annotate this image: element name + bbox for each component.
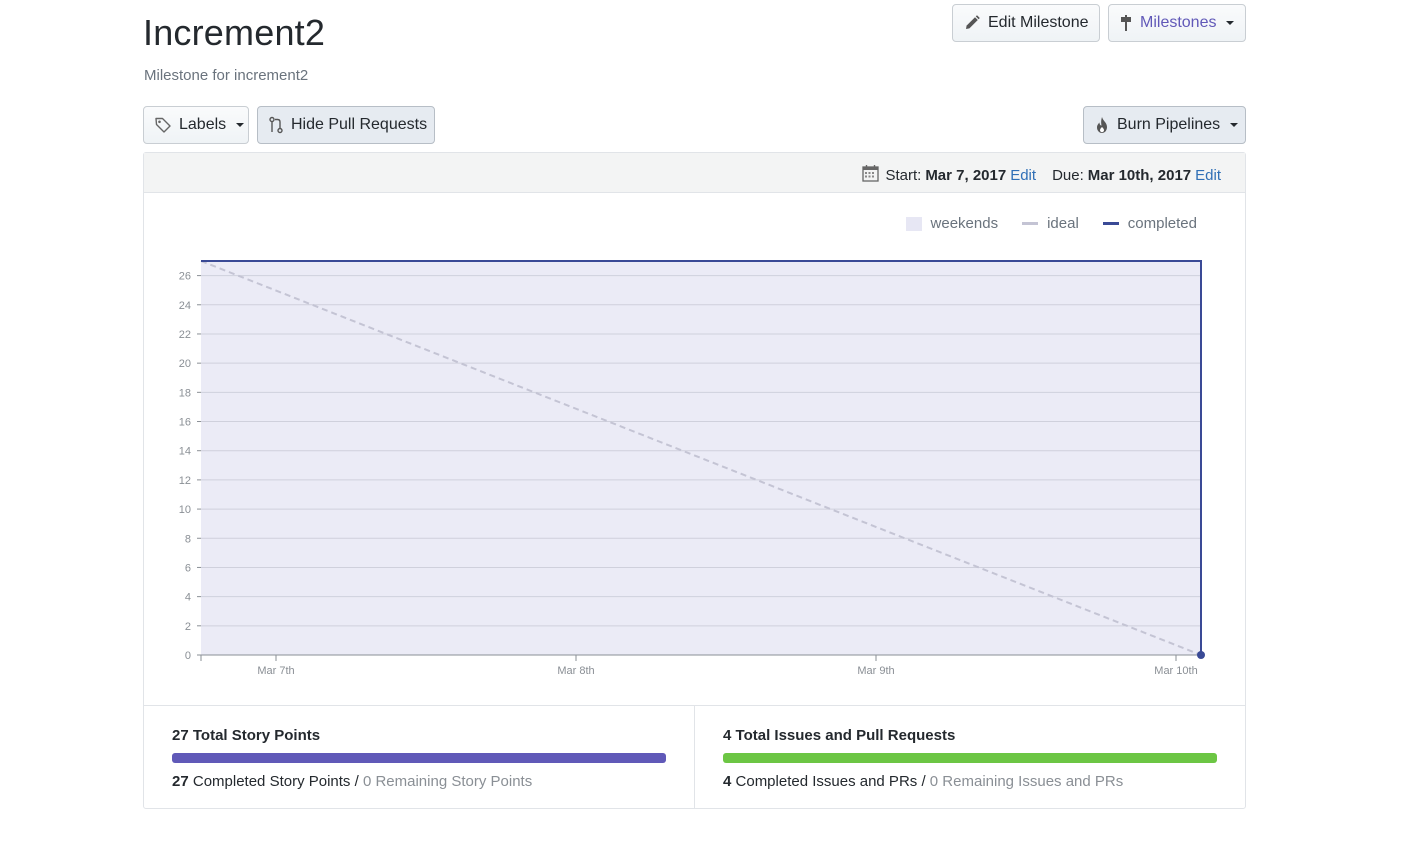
hide-pull-requests-button[interactable]: Hide Pull Requests	[257, 106, 435, 144]
y-tick-label: 6	[185, 562, 191, 574]
legend-label-weekends: weekends	[930, 215, 999, 232]
story-points-stat: 27 Total Story Points 27 Completed Story…	[144, 706, 694, 809]
signpost-icon	[1119, 14, 1133, 32]
issues-breakdown: 4 Completed Issues and PRs / 0 Remaining…	[723, 773, 1123, 790]
edit-milestone-button[interactable]: Edit Milestone	[952, 4, 1100, 42]
story-points-breakdown: 27 Completed Story Points / 0 Remaining …	[172, 773, 532, 790]
issues-completed-value: 4	[723, 773, 732, 790]
y-tick-label: 16	[179, 417, 191, 429]
edit-milestone-label: Edit Milestone	[988, 14, 1089, 31]
x-tick-label: Mar 10th	[1154, 665, 1197, 677]
milestone-description: Milestone for increment2	[144, 67, 309, 84]
pencil-icon	[963, 14, 981, 32]
hide-pull-requests-label: Hide Pull Requests	[291, 116, 428, 133]
issues-completed-label: Completed Issues and PRs	[735, 773, 918, 790]
y-tick-label: 26	[179, 271, 191, 283]
due-date-label: Due:	[1052, 166, 1084, 184]
issues-progress-bar	[723, 753, 1217, 763]
chevron-down-icon	[1226, 21, 1235, 25]
milestone-stats: 27 Total Story Points 27 Completed Story…	[144, 705, 1245, 809]
flame-icon	[1094, 116, 1110, 134]
ideal-series-line	[200, 260, 1202, 656]
legend-item-completed: completed	[1102, 215, 1197, 232]
burn-pipelines-label: Burn Pipelines	[1117, 116, 1221, 133]
y-tick-label: 8	[185, 533, 191, 545]
x-tick-label: Mar 9th	[857, 665, 894, 677]
issues-total-value: 4	[723, 727, 732, 744]
y-tick-label: 2	[185, 621, 191, 633]
tag-icon	[154, 116, 172, 134]
issues-total: 4 Total Issues and Pull Requests	[723, 727, 955, 744]
y-tick-label: 12	[179, 475, 191, 487]
x-tick-label: Mar 8th	[557, 665, 594, 677]
legend-item-weekends: weekends	[905, 215, 999, 232]
separator: /	[921, 773, 926, 790]
x-tick-label: Mar 7th	[257, 665, 294, 677]
edit-start-date-link[interactable]: Edit	[1010, 166, 1037, 184]
story-points-total: 27 Total Story Points	[172, 727, 320, 744]
y-tick-label: 22	[179, 329, 191, 341]
issues-stat: 4 Total Issues and Pull Requests 4 Compl…	[694, 706, 1245, 809]
y-tick-label: 0	[185, 650, 191, 662]
legend-label-completed: completed	[1127, 215, 1197, 232]
milestones-dropdown[interactable]: Milestones	[1108, 4, 1246, 42]
chart-legend: weekends ideal completed	[905, 215, 1197, 232]
story-points-completed-label: Completed Story Points	[192, 773, 351, 790]
issues-remaining: 0 Remaining Issues and PRs	[929, 773, 1124, 790]
y-tick-label: 10	[179, 504, 191, 516]
labels-dropdown[interactable]: Labels	[143, 106, 249, 144]
due-date-value: Mar 10th, 2017	[1087, 166, 1192, 184]
story-points-progress-bar	[172, 753, 666, 763]
start-date-label: Start:	[885, 166, 922, 184]
chevron-down-icon	[1230, 123, 1239, 127]
story-points-completed-value: 27	[172, 773, 189, 790]
milestone-dates-bar: Start: Mar 7, 2017 Edit Due: Mar 10th, 2…	[144, 153, 1245, 193]
story-points-remaining: 0 Remaining Story Points	[362, 773, 533, 790]
y-tick-label: 20	[179, 358, 191, 370]
legend-item-ideal: ideal	[1022, 215, 1079, 232]
completed-series-line	[201, 260, 1202, 655]
y-tick-label: 14	[179, 446, 191, 458]
burndown-panel: Start: Mar 7, 2017 Edit Due: Mar 10th, 2…	[143, 152, 1246, 809]
chevron-down-icon	[236, 123, 245, 127]
issues-total-label: Total Issues and Pull Requests	[735, 727, 956, 744]
story-points-total-value: 27	[172, 727, 189, 744]
milestone-dates: Start: Mar 7, 2017 Edit Due: Mar 10th, 2…	[862, 164, 1221, 186]
start-date-value: Mar 7, 2017	[925, 166, 1007, 184]
pull-request-icon	[268, 116, 284, 134]
milestones-label: Milestones	[1140, 14, 1217, 31]
page-title: Increment2	[143, 12, 326, 53]
y-tick-label: 24	[179, 300, 191, 312]
burn-pipelines-dropdown[interactable]: Burn Pipelines	[1083, 106, 1246, 144]
completed-swatch	[1102, 222, 1119, 225]
story-points-total-label: Total Story Points	[192, 727, 321, 744]
y-tick-label: 4	[185, 592, 191, 604]
labels-label: Labels	[179, 116, 227, 133]
legend-label-ideal: ideal	[1047, 215, 1079, 232]
calendar-icon	[862, 164, 880, 186]
ideal-swatch	[1022, 222, 1039, 225]
separator: /	[354, 773, 359, 790]
edit-due-date-link[interactable]: Edit	[1195, 166, 1221, 184]
weekends-swatch	[905, 216, 922, 231]
completed-series-point	[1197, 651, 1205, 659]
y-tick-label: 18	[179, 387, 191, 399]
